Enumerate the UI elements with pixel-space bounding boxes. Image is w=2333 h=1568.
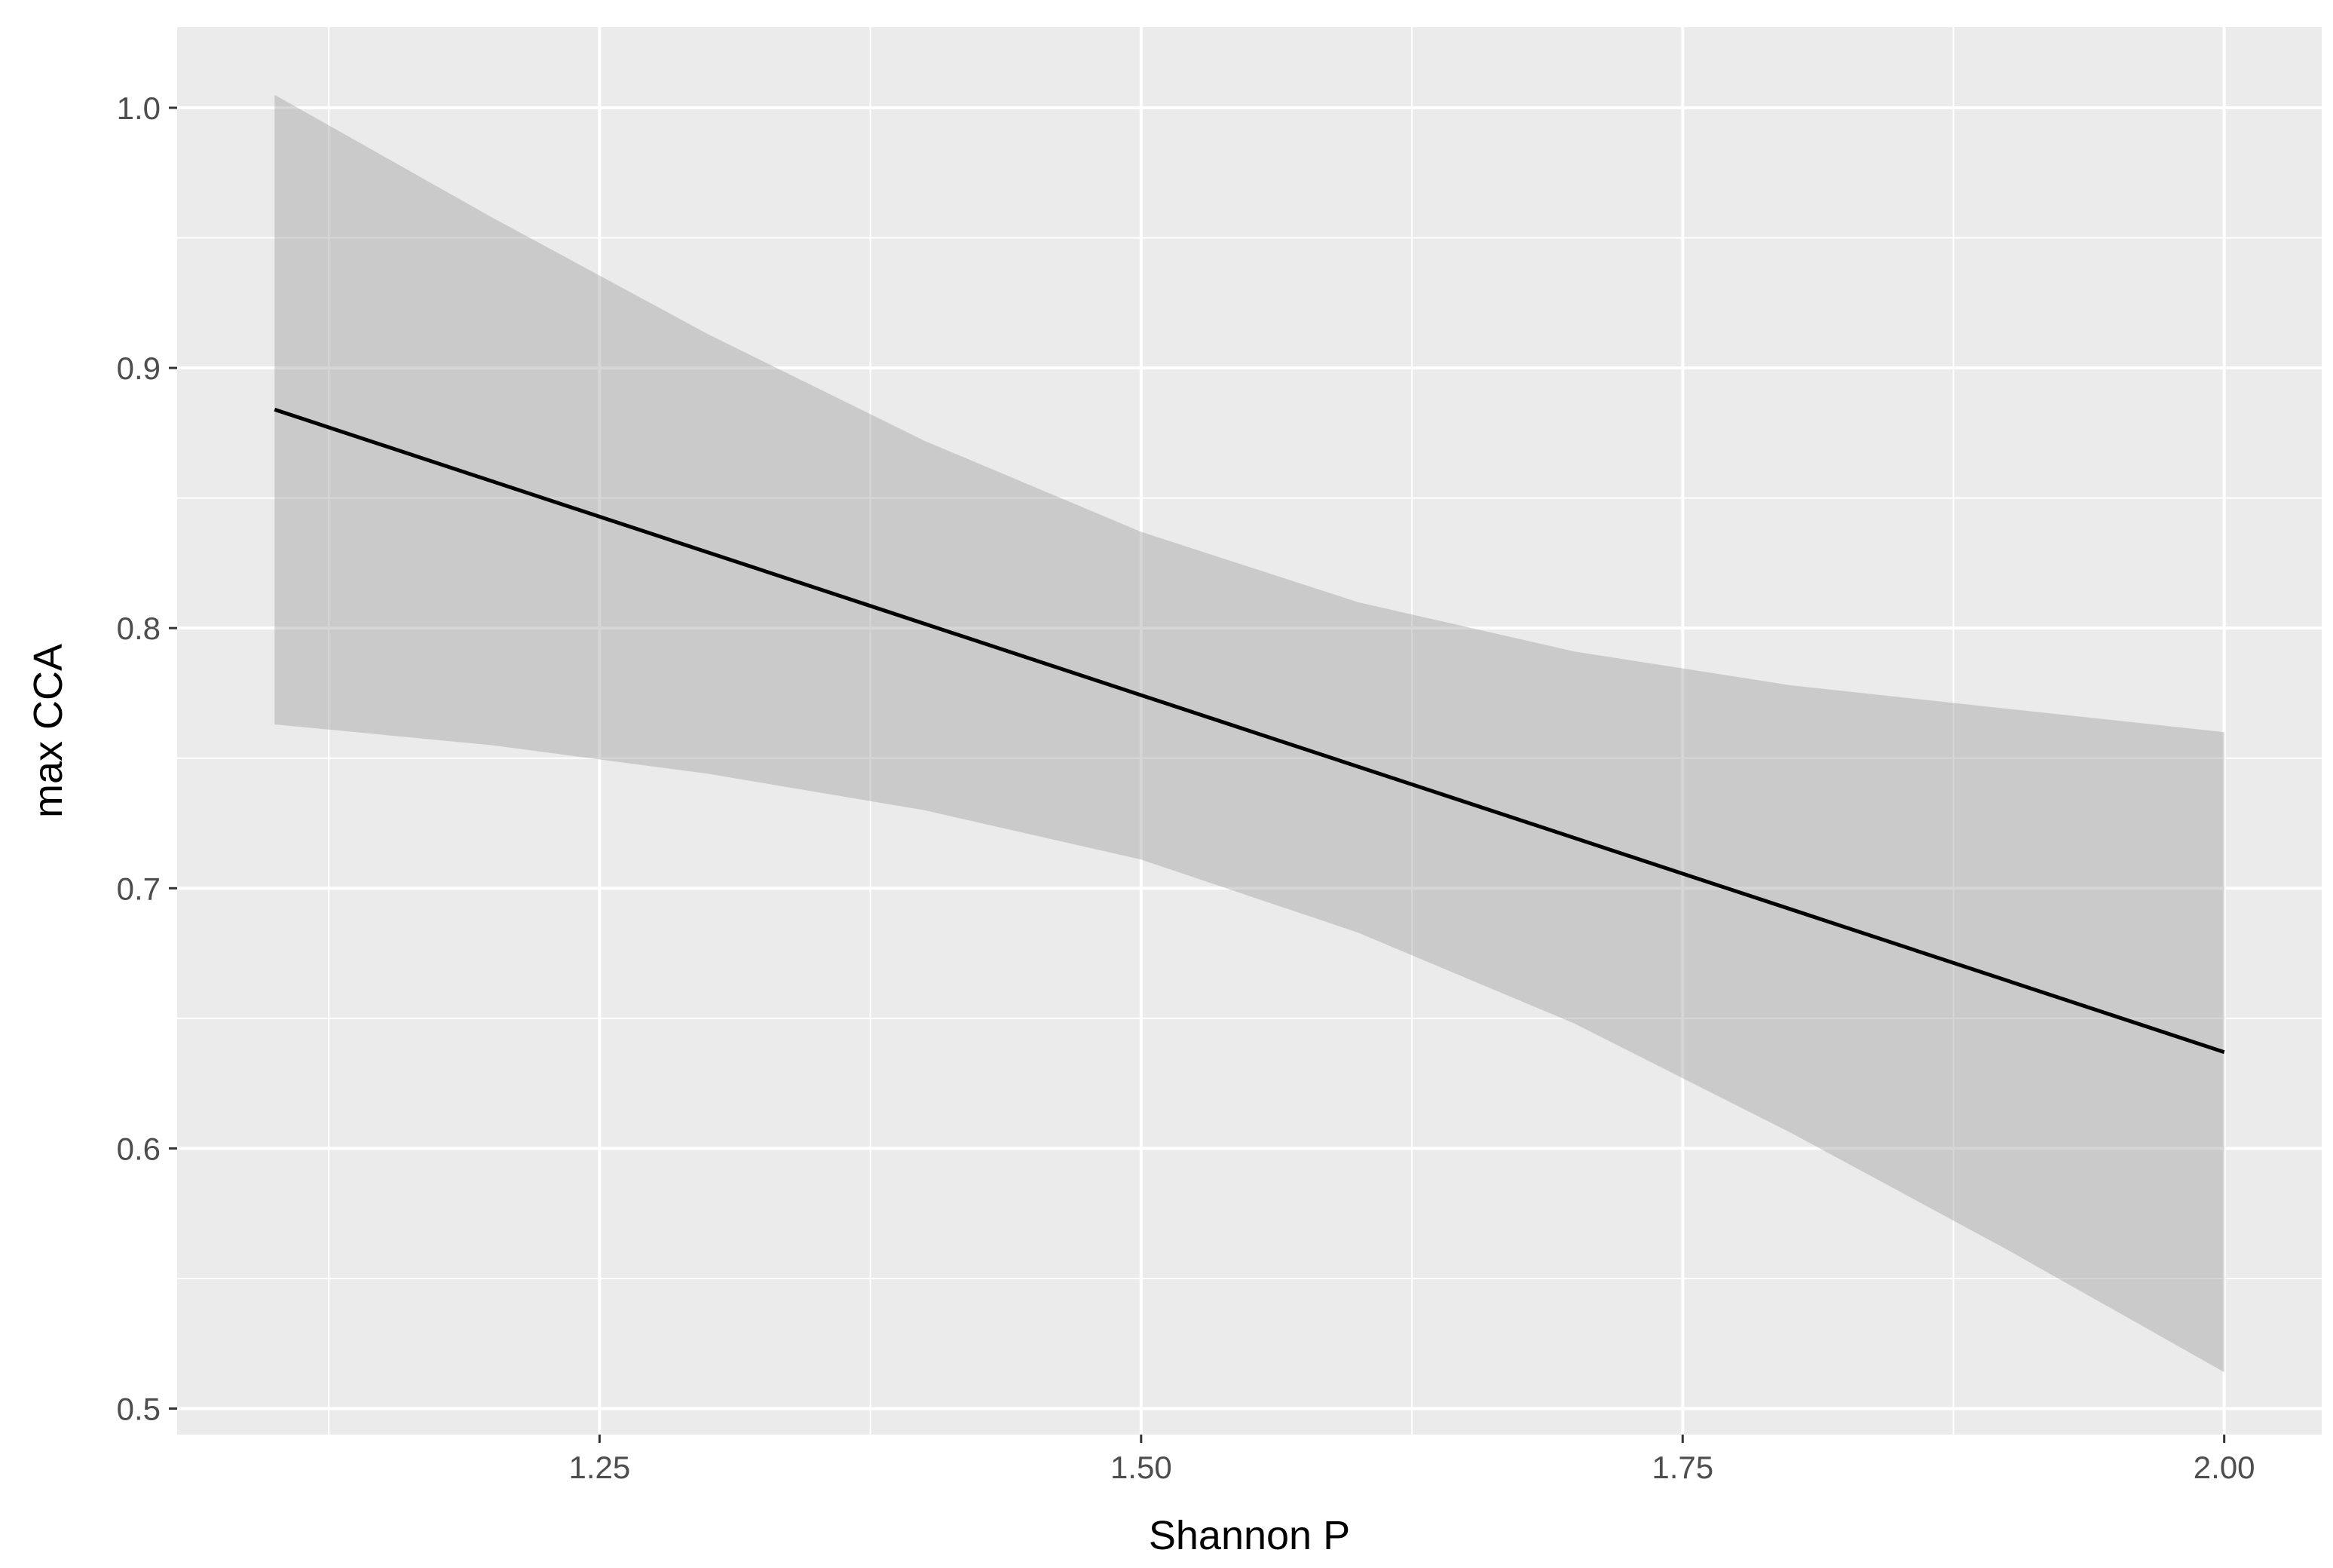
fit-lines [274,407,2225,1055]
y-tick-label: 0.7 [117,871,161,906]
y-axis-ticks: 0.5 0.6 0.7 0.8 0.9 1.0 [117,90,177,1426]
minor-grid [177,27,2322,1435]
x-tick-label: 1.50 [1110,1450,1172,1485]
fit-line [274,407,2225,1055]
x-axis-ticks: 1.25 1.50 1.75 2.00 [569,1435,2255,1485]
y-tick-label: 0.8 [117,611,161,646]
major-grid [177,27,2322,1435]
x-tick-label: 1.75 [1652,1450,1713,1485]
x-axis-title: Shannon P [1149,1513,1350,1558]
y-tick-label: 0.9 [117,351,161,386]
y-tick-label: 0.5 [117,1391,161,1426]
x-tick-label: 2.00 [2194,1450,2255,1485]
confidence-ribbons [274,94,2224,1373]
y-tick-label: 0.6 [117,1131,161,1166]
y-axis-title: max CCA [26,644,71,818]
confidence-ribbon [274,94,2224,1373]
x-tick-label: 1.25 [569,1450,631,1485]
y-tick-label: 1.0 [117,90,161,126]
